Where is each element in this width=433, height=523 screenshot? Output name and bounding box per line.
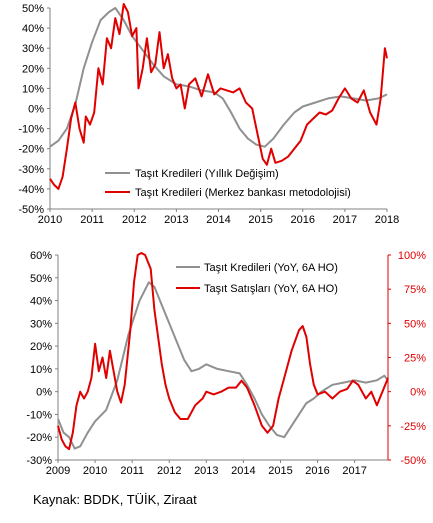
chart-2-left-y-tick-label: 40% [30,296,52,308]
chart-2-left-y-tick-label: -20% [26,432,52,444]
chart-1-y-tick-label: -40% [18,184,44,196]
legend-label-c1-s0: Taşıt Kredileri (Yıllık Değişim) [135,168,279,180]
chart-2-right-y-tick-label: 50% [404,318,426,330]
chart-1-legend: Taşıt Kredileri (Yıllık Değişim) Taşıt K… [105,168,351,199]
chart-1-y-tick-label: -20% [18,144,44,156]
chart-2-right-y-tick-label: -25% [400,421,426,433]
chart-2-legend: Taşıt Kredileri (YoY, 6A HO) Taşıt Satış… [176,262,338,295]
chart-1-y-tick-label: -10% [18,124,44,136]
chart-1-y-tick-label: 50% [22,3,44,15]
chart-2-x-tick-label: 2012 [157,465,181,477]
chart-2-right-y-tick-label: 0% [410,387,426,399]
chart-1-y-tick-label: -30% [18,164,44,176]
chart-1-x-tick-label: 2018 [375,214,399,226]
chart-1-y-tick-label: 20% [22,63,44,75]
chart-1-y-tick-label: 10% [22,83,44,95]
chart-2-left-y-tick-label: -30% [26,455,52,467]
chart-1-x-tick-label: 2012 [122,214,146,226]
chart-1: -50% -40% -30% -20% -10% 0% 10% 20% 30% 40% 50% 20… [18,3,399,226]
chart-1-x-tick-label: 2010 [38,214,62,226]
chart-2-left-y-tick-label: 0% [36,387,52,399]
chart-2-left-y-tick-label: 20% [30,341,52,353]
chart-2-x-tick-label: 2010 [83,465,107,477]
legend-label-c1-s1: Taşıt Kredileri (Merkez bankası metodolo… [135,187,351,199]
chart-2-right-y-tick-label: 75% [404,284,426,296]
chart-1-x-tick-label: 2014 [206,214,230,226]
chart-1-y-tick-label: 0% [28,104,44,116]
legend-label-c2-s1: Taşıt Satışları (YoY, 6A HO) [204,283,338,295]
chart-2-x-tick-label: 2016 [305,465,329,477]
legend-label-c2-s0: Taşıt Kredileri (YoY, 6A HO) [204,262,338,274]
chart-1-y-tick-label: -50% [18,204,44,216]
chart-1-y-tick-label: 30% [22,43,44,55]
chart-2: -30% -20% -10% 0% 10% 20% 30% 40% 50% 60% -50% -25… [26,250,426,477]
chart-2-x-tick-label: 2015 [268,465,292,477]
chart-1-x-tick-label: 2011 [80,214,104,226]
chart-2-x-tick-label: 2017 [342,465,366,477]
source-caption: Kaynak: BDDK, TÜİK, Ziraat [33,492,197,507]
chart-2-left-y-tick-label: -10% [26,409,52,421]
chart-2-right-y-tick-label: 100% [398,250,426,262]
chart-2-x-tick-label: 2013 [194,465,218,477]
chart-1-x-tick-label: 2013 [164,214,188,226]
chart-2-left-y-tick-label: 50% [30,273,52,285]
chart-2-x-tick-label: 2009 [46,465,70,477]
chart-1-series-line-1 [49,3,388,190]
chart-1-y-tick-label: 40% [22,23,44,35]
chart-2-right-y-tick-label: -50% [400,455,426,467]
chart-2-x-tick-label: 2011 [120,465,144,477]
chart-2-left-y-tick-label: 10% [30,364,52,376]
chart-2-x-tick-label: 2014 [231,465,255,477]
chart-2-right-y-tick-label: 25% [404,353,426,365]
chart-2-left-y-tick-label: 60% [30,250,52,262]
chart-1-x-tick-label: 2015 [248,214,272,226]
chart-1-x-tick-label: 2017 [333,214,357,226]
chart-2-left-y-tick-label: 30% [30,318,52,330]
chart-2-series-line-1 [57,252,389,451]
chart-2-series-line-0 [57,281,389,450]
chart-1-x-tick-label: 2016 [291,214,315,226]
